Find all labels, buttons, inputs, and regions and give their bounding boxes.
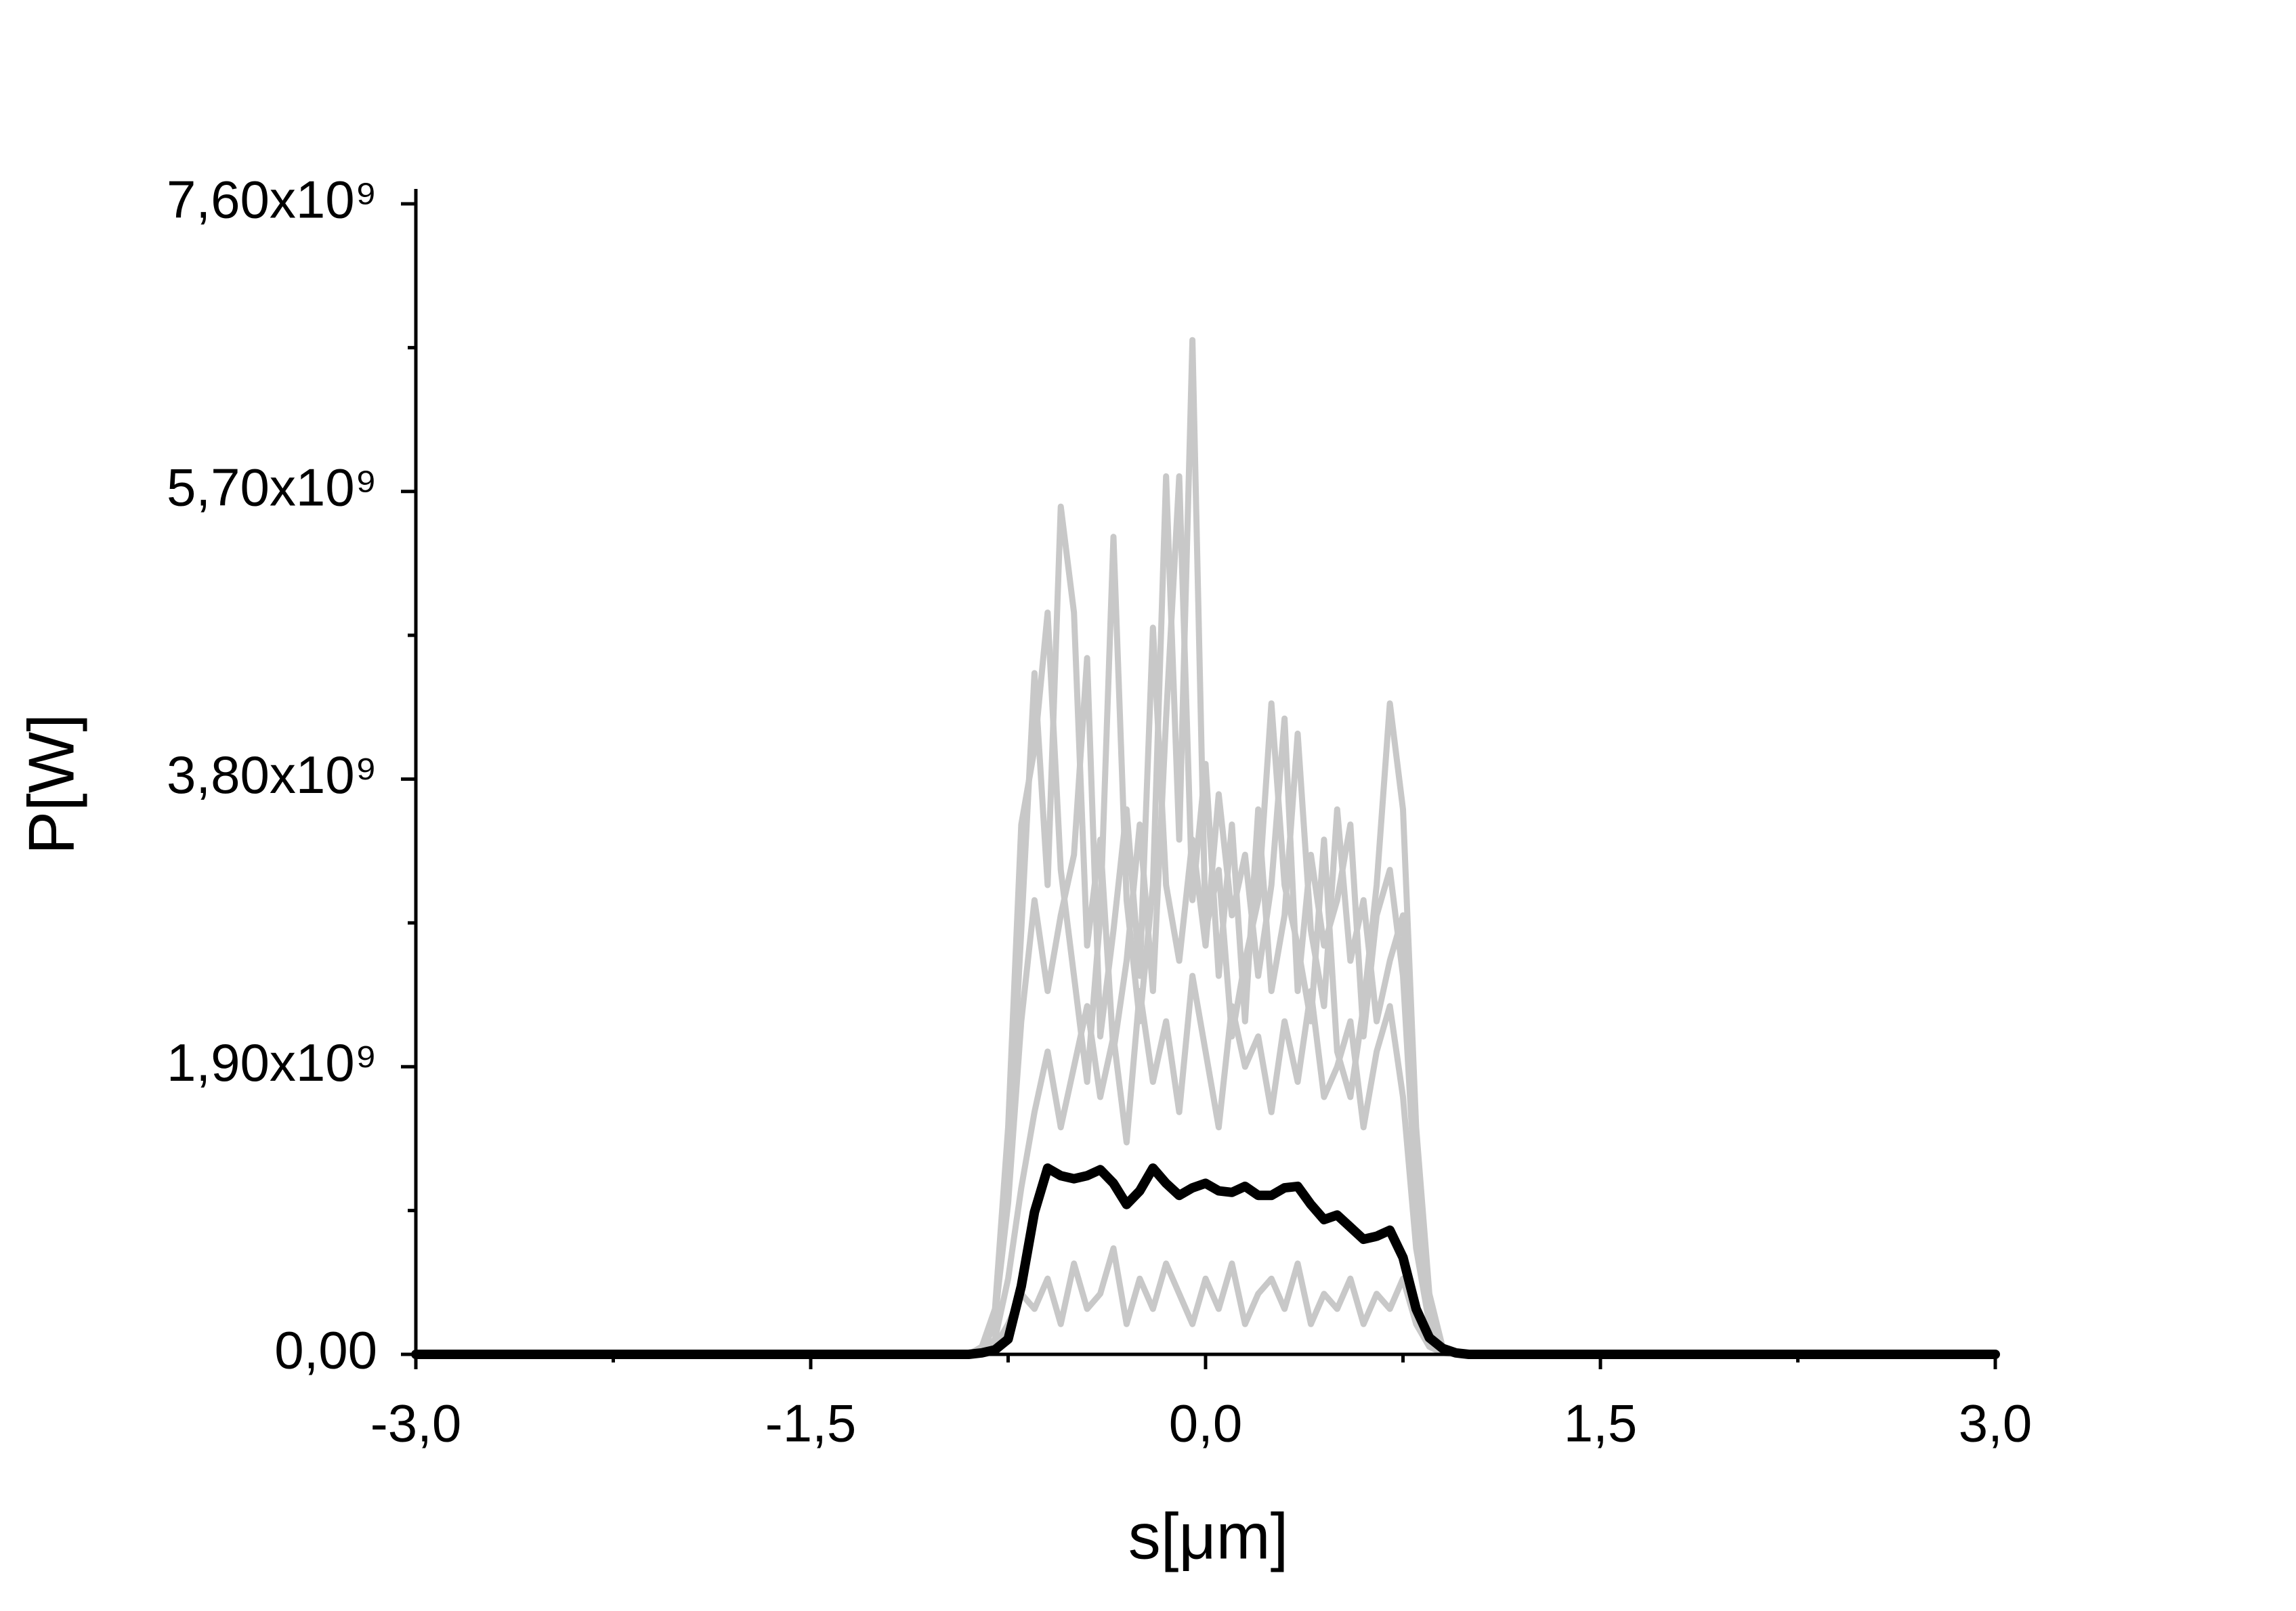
- y-tick-label: 0,00: [274, 1320, 377, 1380]
- sample-line: [412, 1245, 1999, 1358]
- x-tick-label: 1,5: [1564, 1394, 1637, 1453]
- sample-line: [412, 473, 1999, 1358]
- axes: 0,00 1,90x10⁹ 3,80x10⁹ 5,70x10⁹ 7,60x10⁹ -3,0…: [167, 170, 2032, 1453]
- plot-lines: [411, 337, 2000, 1359]
- mean-line: [411, 1163, 2000, 1359]
- x-tick-label: -1,5: [765, 1394, 856, 1453]
- sample-line: [412, 972, 1999, 1358]
- x-axis-title: s[μm]: [1128, 1500, 1289, 1572]
- y-axis-title: P[W]: [15, 714, 87, 855]
- y-tick-label: 5,70x10⁹: [167, 457, 377, 517]
- x-tick-label: 0,0: [1169, 1394, 1242, 1453]
- x-tick-label: 3,0: [1959, 1394, 2032, 1453]
- sample-line: [412, 337, 1999, 1358]
- y-tick-label: 3,80x10⁹: [167, 745, 377, 804]
- y-tick-label: 1,90x10⁹: [167, 1033, 377, 1092]
- y-tick-label: 7,60x10⁹: [167, 170, 377, 230]
- x-tick-label: -3,0: [370, 1394, 461, 1453]
- sample-line: [412, 624, 1999, 1358]
